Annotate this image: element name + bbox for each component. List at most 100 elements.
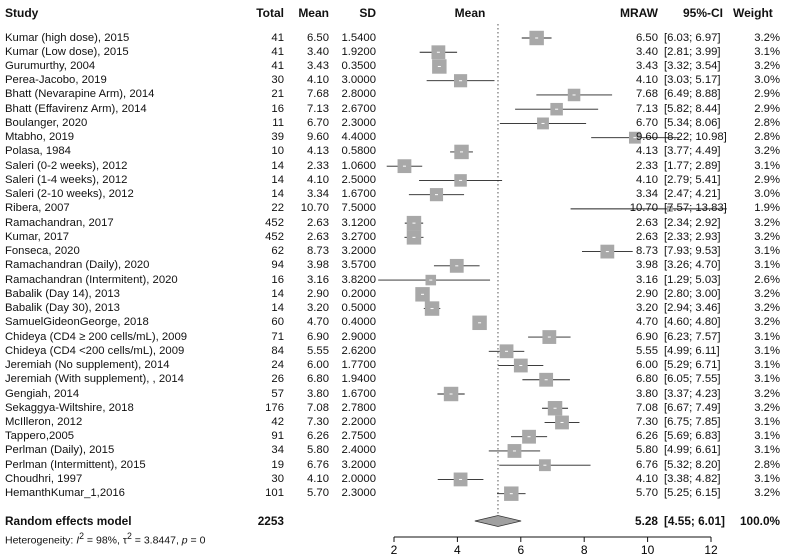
study-mraw: 2.33: [636, 159, 658, 172]
study-sd: 2.7800: [341, 401, 376, 414]
study-name: Tappero,2005: [5, 430, 75, 443]
study-mraw: 4.10: [636, 173, 658, 186]
study-total: 26: [271, 373, 284, 386]
x-tick-label: 6: [517, 543, 524, 557]
study-ci: [8.22; 10.98]: [664, 131, 727, 144]
study-sd: 1.0600: [341, 159, 376, 172]
study-weight: 3.2%: [754, 230, 780, 243]
study-ci: [5.69; 6.83]: [664, 430, 721, 443]
study-weight: 3.2%: [754, 487, 780, 500]
het-i2-value: = 98%, τ: [84, 534, 127, 547]
summary-label: Random effects model: [5, 514, 132, 528]
study-mraw: 6.26: [636, 430, 658, 443]
study-total: 41: [271, 45, 284, 58]
study-mean: 6.80: [307, 373, 329, 386]
study-mraw: 3.98: [636, 259, 658, 272]
study-mraw: 7.08: [636, 401, 658, 414]
study-name: Fonseca, 2020: [5, 245, 80, 258]
study-mean: 2.63: [307, 216, 329, 229]
study-weight: 3.0%: [754, 74, 780, 87]
x-tick-label: 10: [641, 543, 655, 557]
study-weight: 2.8%: [754, 116, 780, 129]
study-ci: [2.79; 5.41]: [664, 173, 721, 186]
study-name: HemanthKumar_1,2016: [5, 487, 125, 500]
study-name: Perea-Jacobo, 2019: [5, 74, 107, 87]
study-mraw: 8.73: [636, 245, 658, 258]
study-name: Perlman (Intermittent), 2015: [5, 458, 146, 471]
study-ci: [6.67; 7.49]: [664, 401, 721, 414]
study-name: Babalik (Day 14), 2013: [5, 287, 120, 300]
study-sd: 2.0000: [341, 472, 376, 485]
study-weight: 3.2%: [754, 216, 780, 229]
study-total: 71: [271, 330, 284, 343]
study-mean: 4.10: [307, 74, 329, 87]
study-total: 176: [265, 401, 284, 414]
study-name: Babalik (Day 30), 2013: [5, 302, 120, 315]
study-mean: 3.16: [307, 273, 329, 286]
study-mraw: 7.30: [636, 415, 658, 428]
study-mean: 6.90: [307, 330, 329, 343]
study-ci: [7.93; 9.53]: [664, 245, 721, 258]
study-weight: 3.1%: [754, 330, 780, 343]
study-weight: 3.1%: [754, 359, 780, 372]
study-weight: 3.1%: [754, 245, 780, 258]
study-total: 101: [265, 487, 284, 500]
study-mraw: 5.70: [636, 487, 658, 500]
study-mean: 4.70: [307, 316, 329, 329]
study-total: 84: [271, 344, 284, 357]
study-mean: 5.70: [307, 487, 329, 500]
study-total: 91: [271, 430, 284, 443]
study-ci: [6.23; 7.57]: [664, 330, 721, 343]
study-mraw: 7.68: [636, 88, 658, 101]
study-name: Saleri (2-10 weeks), 2012: [5, 188, 134, 201]
study-mean: 6.76: [307, 458, 329, 471]
study-mean: 3.98: [307, 259, 329, 272]
het-prefix: Heterogeneity:: [5, 534, 77, 547]
study-name: Gurumurthy, 2004: [5, 59, 96, 72]
study-ci: [5.25; 6.15]: [664, 487, 721, 500]
study-ci: [2.47; 4.21]: [664, 188, 721, 201]
study-ci: [6.49; 8.88]: [664, 88, 721, 101]
study-total: 39: [271, 131, 284, 144]
study-total: 24: [271, 359, 284, 372]
study-mean: 9.60: [307, 131, 329, 144]
study-sd: 2.3000: [341, 116, 376, 129]
study-mraw: 5.55: [636, 344, 658, 357]
study-ci: [1.29; 5.03]: [664, 273, 721, 286]
study-ci: [3.26; 4.70]: [664, 259, 721, 272]
study-ci: [5.29; 6.71]: [664, 359, 721, 372]
study-sd: 0.4000: [341, 316, 376, 329]
study-weight: 2.9%: [754, 88, 780, 101]
study-total: 14: [271, 287, 284, 300]
study-mraw: 10.70: [629, 202, 658, 215]
study-mean: 4.13: [307, 145, 329, 158]
study-mraw: 2.63: [636, 216, 658, 229]
study-sd: 1.6700: [341, 387, 376, 400]
study-ci: [3.38; 4.82]: [664, 472, 721, 485]
study-sd: 4.4000: [341, 131, 376, 144]
study-total: 30: [271, 472, 284, 485]
study-mean: 3.43: [307, 59, 329, 72]
study-mean: 8.73: [307, 245, 329, 258]
study-name: Bhatt (Effavirenz Arm), 2014: [5, 102, 147, 115]
header-total: Total: [256, 6, 284, 20]
header-mraw: MRAW: [620, 6, 658, 20]
study-mean: 6.00: [307, 359, 329, 372]
study-mraw: 3.43: [636, 59, 658, 72]
study-total: 21: [271, 88, 284, 101]
study-total: 11: [272, 116, 284, 129]
study-name: Saleri (1-4 weeks), 2012: [5, 173, 128, 186]
study-total: 41: [271, 59, 284, 72]
study-total: 452: [265, 230, 284, 243]
study-mean: 10.70: [300, 202, 329, 215]
summary-weight: 100.0%: [739, 514, 780, 528]
study-mraw: 7.13: [636, 102, 658, 115]
study-name: Perlman (Daily), 2015: [5, 444, 115, 457]
study-mean: 2.63: [307, 230, 329, 243]
summary-ci: [4.55; 6.01]: [664, 514, 725, 528]
study-name: Choudhri, 1997: [5, 472, 83, 485]
study-weight: 2.9%: [754, 102, 780, 115]
study-sd: 3.2000: [341, 245, 376, 258]
study-sd: 0.5800: [341, 145, 376, 158]
